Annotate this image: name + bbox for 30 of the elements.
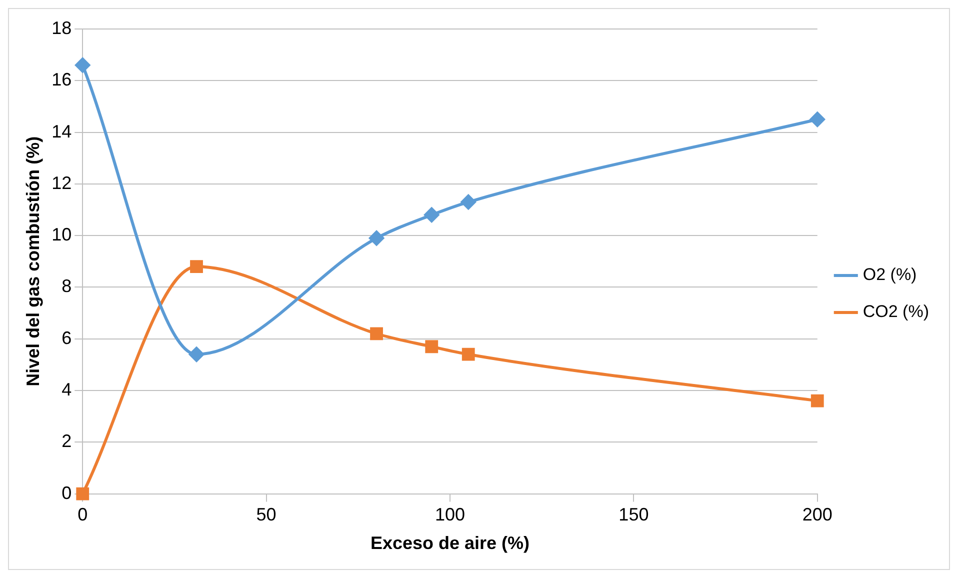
x-tick-label: 100 (434, 504, 466, 525)
y-tick-label: 4 (62, 379, 72, 400)
legend-label: CO2 (%) (862, 302, 930, 322)
y-tick-label: 8 (62, 276, 72, 296)
y-tick-label: 18 (52, 18, 72, 38)
y-tick-label: 14 (52, 121, 72, 142)
y-tick-label: 12 (52, 172, 72, 193)
x-tick-label: 0 (78, 504, 88, 525)
point (189, 346, 204, 362)
x-axis-title: Exceso de aire (%) (370, 533, 530, 554)
point (424, 207, 440, 222)
point (370, 327, 383, 340)
point (462, 348, 475, 361)
point (810, 112, 825, 127)
y-axis-title: Nivel del gas combustión (%) (22, 136, 43, 386)
x-tick-label: 150 (618, 504, 649, 525)
x-tick-label: 50 (256, 504, 276, 525)
legend-label: O2 (%) (862, 265, 917, 284)
point (460, 194, 476, 210)
y-tick-label: 6 (62, 328, 72, 348)
point (425, 340, 438, 354)
y-tick-label: 2 (62, 431, 72, 452)
y-tick-label: 16 (52, 70, 72, 90)
point (75, 58, 90, 73)
point (369, 230, 384, 246)
point (810, 394, 824, 408)
y-tick-label: 0 (62, 482, 72, 503)
point (190, 260, 203, 274)
y-tick-label: 10 (52, 224, 72, 245)
x-tick-label: 200 (802, 504, 832, 525)
